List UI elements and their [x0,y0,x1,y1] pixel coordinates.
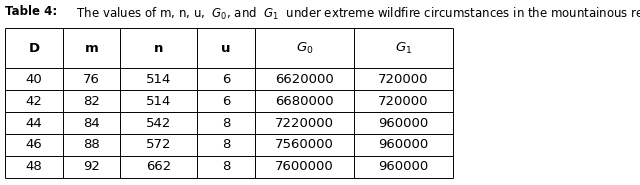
Text: 7560000: 7560000 [275,138,333,151]
Text: 720000: 720000 [378,95,429,108]
Text: 960000: 960000 [378,138,429,151]
Text: 514: 514 [146,95,172,108]
Text: 76: 76 [83,73,100,86]
Text: 84: 84 [83,117,100,130]
Text: 42: 42 [26,95,42,108]
Text: 92: 92 [83,160,100,173]
Text: 44: 44 [26,117,42,130]
Text: n: n [154,42,163,55]
Text: 960000: 960000 [378,117,429,130]
Text: 8: 8 [221,117,230,130]
Text: m: m [84,42,99,55]
Text: 46: 46 [26,138,42,151]
Text: 48: 48 [26,160,42,173]
Text: 7220000: 7220000 [275,117,334,130]
Text: $G_1$: $G_1$ [395,41,412,56]
Text: 572: 572 [146,138,172,151]
Text: u: u [221,42,230,55]
Text: 7600000: 7600000 [275,160,333,173]
Text: 960000: 960000 [378,160,429,173]
Text: 542: 542 [146,117,172,130]
Text: D: D [28,42,40,55]
Text: 6620000: 6620000 [275,73,333,86]
Text: The values of m, n, u,  $G_0$, and  $G_1$  under extreme wildfire circumstances : The values of m, n, u, $G_0$, and $G_1$ … [72,5,640,22]
Text: 40: 40 [26,73,42,86]
Text: 6: 6 [221,95,230,108]
Text: 82: 82 [83,95,100,108]
Text: 6: 6 [221,73,230,86]
Text: 720000: 720000 [378,73,429,86]
Text: 514: 514 [146,73,172,86]
Text: 662: 662 [146,160,172,173]
Text: Table 4:: Table 4: [5,5,58,18]
Text: 88: 88 [83,138,100,151]
Text: 8: 8 [221,160,230,173]
Text: 6680000: 6680000 [275,95,333,108]
Text: $G_0$: $G_0$ [296,41,313,56]
Text: 8: 8 [221,138,230,151]
